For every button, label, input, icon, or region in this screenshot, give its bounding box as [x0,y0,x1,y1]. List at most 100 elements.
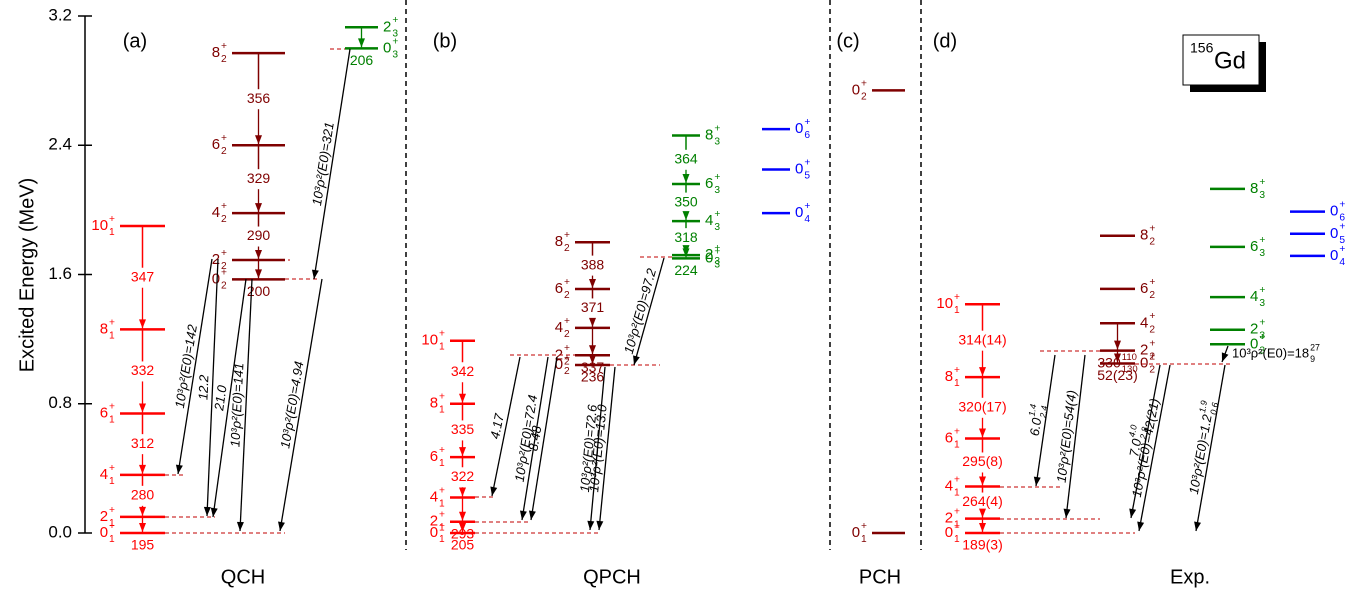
level-label-sub: 3 [392,28,398,39]
e0-arrow [239,278,253,532]
transition-arrow-head [589,345,596,355]
e0-label-rot: 10³ρ²(E0)=4.94 [277,360,306,449]
level-label: 0 [212,270,220,287]
nucleus-box [1182,34,1260,86]
e0-arrow-head [1129,508,1137,518]
level-label-group: 4 +2 [555,316,570,340]
level-label-sup: + [564,343,570,354]
transition-label: 224 [674,262,698,278]
level-label-group: 6 +1 [430,445,445,469]
e0-arrow-head [490,486,498,496]
level-label-sub: 1 [439,342,445,353]
e0-arrow [279,278,323,532]
y-tick-label: 0.8 [48,393,72,412]
e0-arrow [1130,364,1161,519]
level-label-sup: + [564,277,570,288]
e0-label-sub: 0.6 [1208,402,1220,416]
panel-tag: (d) [933,30,957,52]
e0-label-rot: 10³ρ²(E0)=1.21.9 0.6 [1186,400,1220,496]
transition-arrow-head [139,464,146,474]
level-label-sub: 2 [1149,237,1155,248]
level-label-sup: + [954,521,960,532]
level-label-sup: + [954,426,960,437]
level-label: 10 [421,332,438,349]
e0-label-rot: 6.01.4 2.4 [1027,403,1050,437]
level-label-sub: 2 [564,290,570,301]
e0-arrow [1065,354,1086,519]
level-label-sup: + [954,507,960,518]
e0-arrow-head [633,355,640,365]
level-label-group: 8 +1 [430,392,445,416]
level-label-sub: 1 [954,439,960,450]
e0-label-group: 12.2 [195,374,211,401]
level-label: 0 [1330,247,1338,264]
e0-label-rot: 7.04.0 2.8 [1126,424,1150,458]
level-label-sup: + [564,230,570,241]
level-label-group: 2 +2 [212,248,227,272]
level-label-sub: 3 [714,222,720,233]
level-label-sub: 6 [804,130,810,141]
transition-arrow-head [979,508,986,518]
level-label-sup: + [1259,318,1265,329]
level-label: 4 [430,488,438,505]
level-label-group: 10 +1 [936,292,960,316]
level-label-sub: 2 [221,261,227,272]
transition-label: 280 [131,487,155,503]
e0-label: 7.0 [1126,437,1144,458]
transition-label-group: 200 [247,283,271,299]
transition-label-group: 320(17) [958,398,1006,414]
transition-label: 295(8) [962,453,1002,469]
level-label: 8 [430,395,438,412]
transition-label-group: 332 [131,362,155,378]
e0-arrow [212,278,247,518]
e0-label-sup: 4.0 [1127,424,1139,438]
level-label-sub: 1 [439,458,445,469]
level-label-group: 0 +3 [383,36,398,60]
level-label-sup: + [954,474,960,485]
level-label: 0 [1330,225,1338,242]
level-label-group: 8 +1 [100,317,115,341]
level-label-sub: 1 [954,305,960,316]
panel-name: PCH [859,566,901,588]
e0-label: 8.48 [526,424,545,452]
transition-arrow-head [459,487,466,497]
transition-label: 293 [451,525,475,541]
level-label-sup: + [221,201,227,212]
level-label-group: 8 +3 [705,123,720,147]
transition-arrow-head [255,135,262,145]
transition-label-group: 312 [131,435,155,451]
e0-label-rot: 10³ρ²(E0)=321 [309,121,337,207]
level-label-sup: + [804,157,810,168]
e0-label-group: 7.04.0 2.8 [1126,424,1150,458]
level-label-group: 6 +1 [945,426,960,450]
panel-name: QCH [221,566,265,588]
transition-label-sup: 110 [1122,352,1137,363]
e0-label: 21.0 [211,384,230,413]
level-label-group: 2 +3 [705,243,720,267]
level-label: 6 [430,448,438,465]
level-label-group: 0 +6 [1330,200,1345,224]
e0-arrow-head [519,510,527,520]
e0-label-sup: 1.9 [1197,400,1209,414]
level-label-sup: + [1339,200,1345,211]
level-label-sup: + [1149,339,1155,350]
e0-label-group: 10³ρ²(E0)=141 [227,362,246,447]
e0-label-rot: 21.0 [211,384,230,413]
transition-label: 337 [581,359,605,375]
level-label: 0 [945,524,953,541]
level-label-group: 0 +3 [705,246,720,270]
e0-arrow [530,356,558,521]
level-label-sup: + [392,36,398,47]
level-label-sub: 1 [954,378,960,389]
transition-arrow-head [589,317,596,327]
transition-arrow-head [979,428,986,438]
level-label-group: 2 +1 [100,505,115,529]
level-label-sup: + [861,78,867,89]
y-tick-label: 2.4 [48,135,72,154]
level-label-sup: + [861,521,867,532]
level-label-sup: + [954,292,960,303]
level-label-group: 0 +4 [1330,244,1345,268]
level-label-sub: 1 [439,523,445,534]
transition-label: 189(3) [962,537,1002,553]
